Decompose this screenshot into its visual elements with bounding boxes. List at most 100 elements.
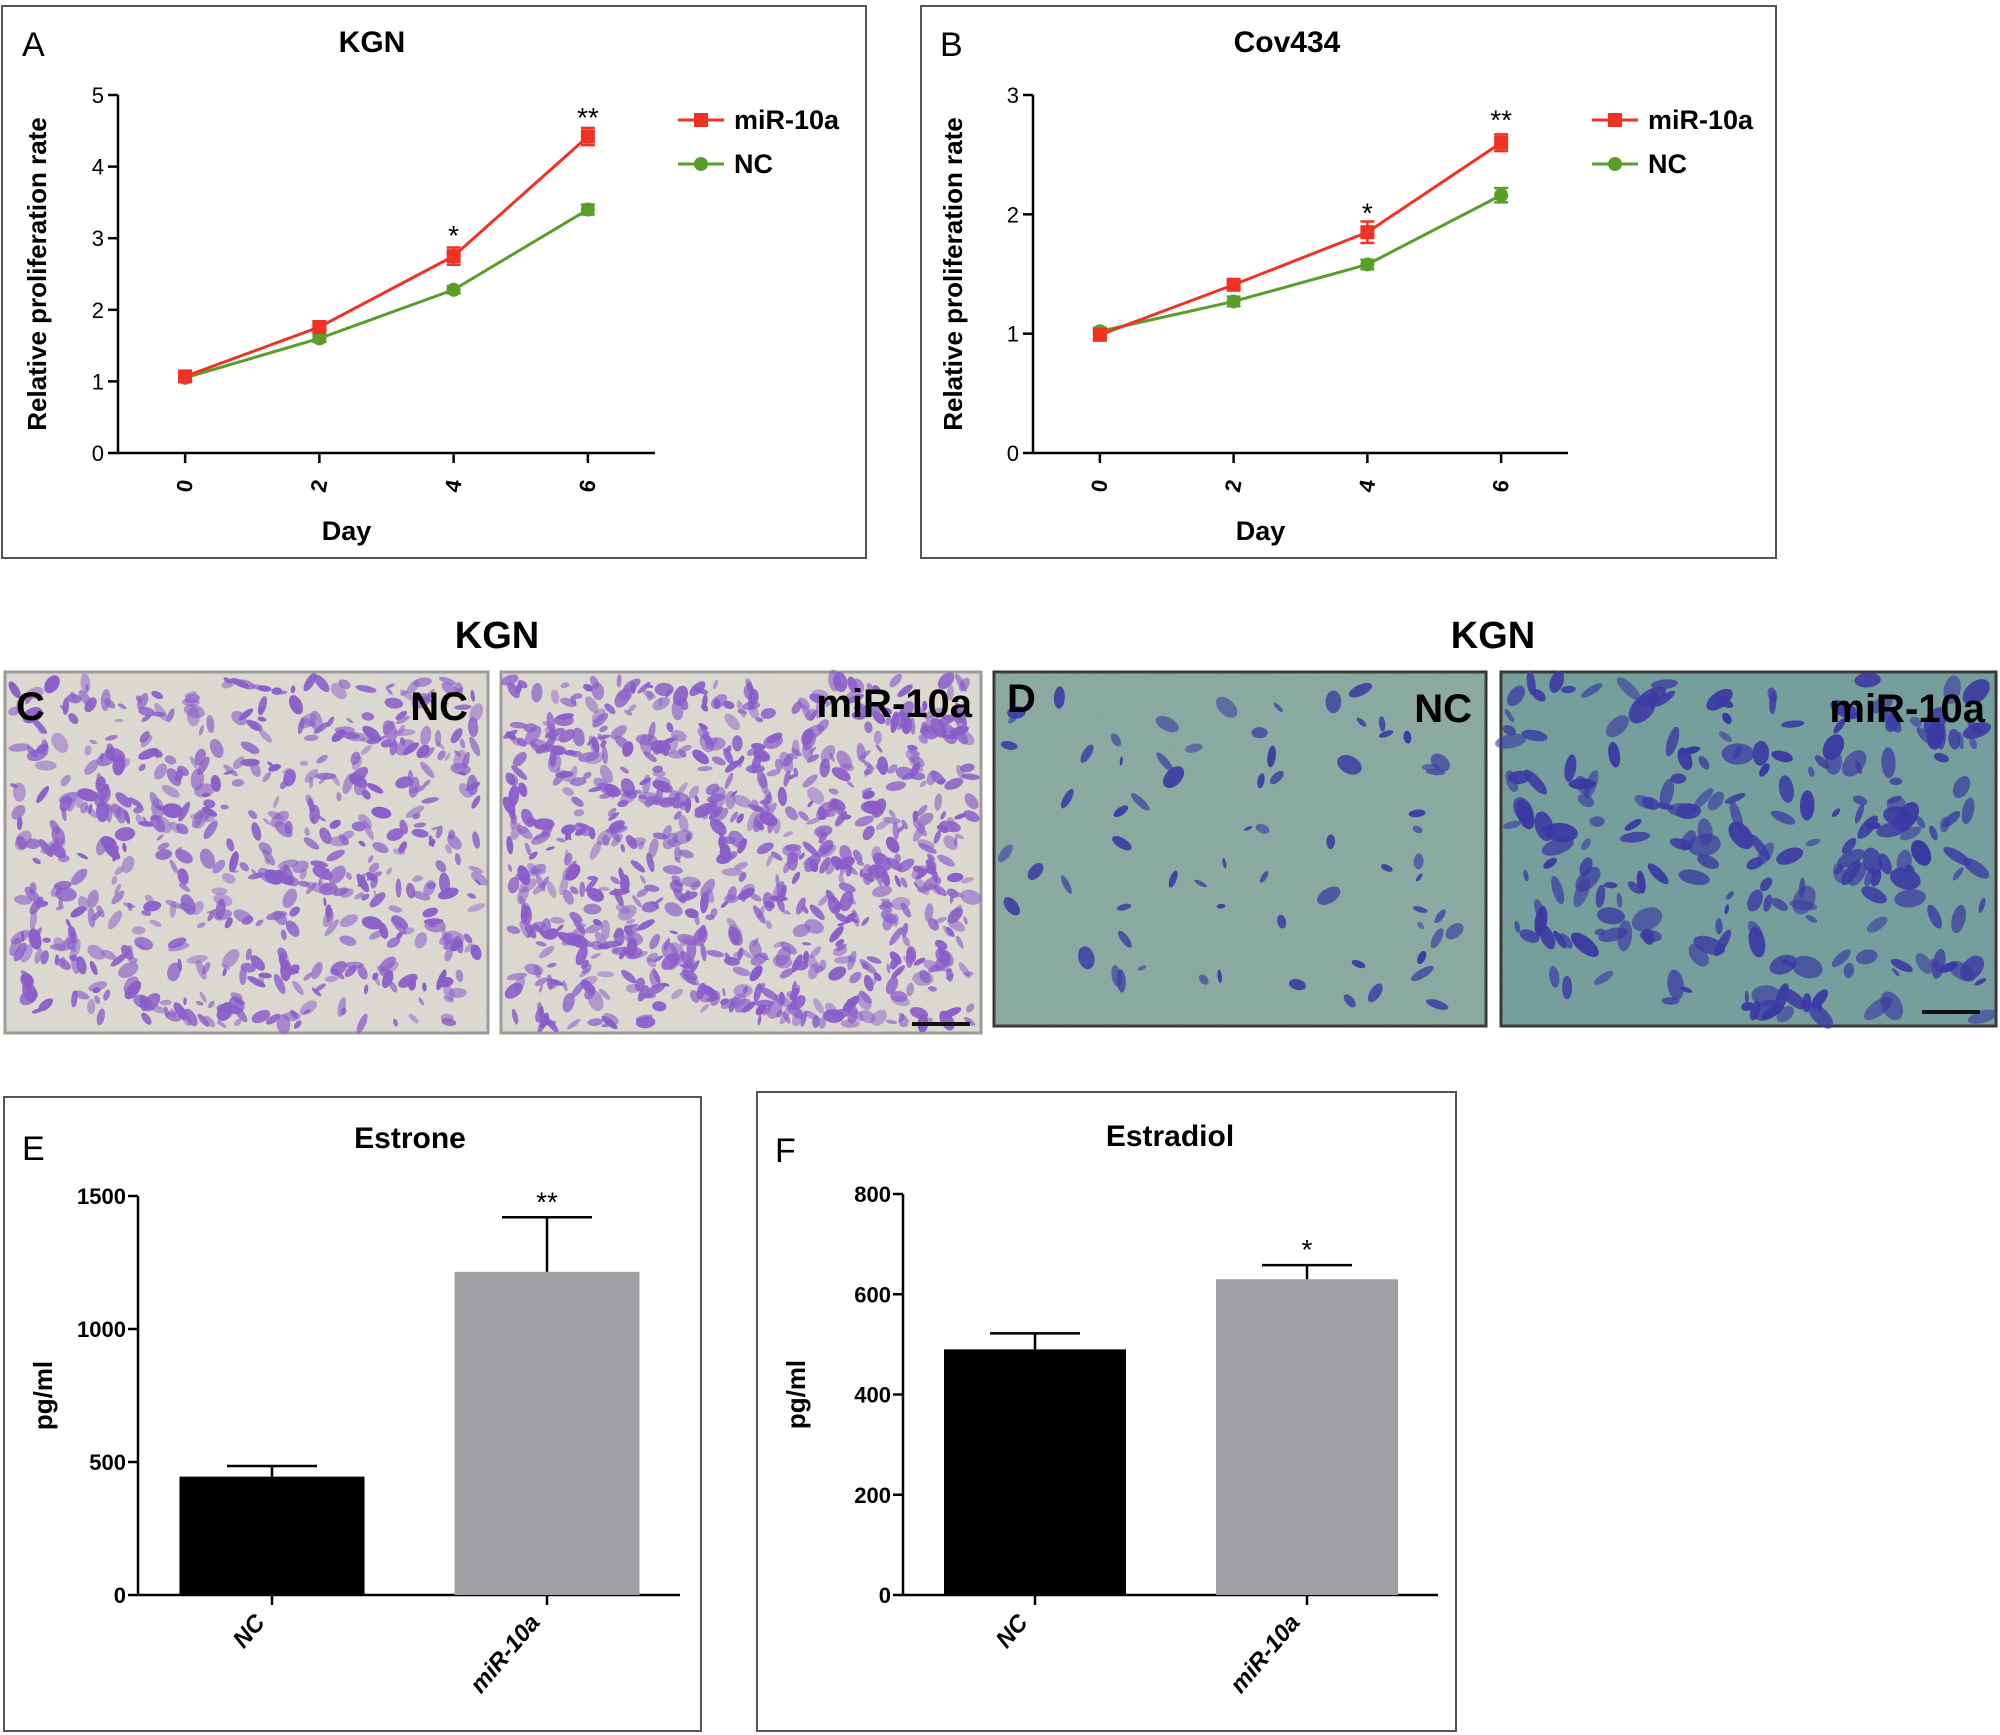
cell (373, 890, 378, 898)
cell (221, 872, 236, 884)
cell (665, 688, 672, 698)
cell (138, 763, 146, 772)
cell (84, 745, 92, 756)
cell (1053, 686, 1065, 709)
cell (1617, 920, 1633, 952)
cell (583, 903, 602, 915)
cell (284, 820, 293, 835)
cell (208, 1000, 215, 1009)
cell (1337, 754, 1362, 775)
cell (584, 923, 604, 934)
cell (801, 728, 815, 746)
cell (818, 1017, 827, 1029)
data-point (446, 282, 461, 297)
cell (800, 1011, 807, 1027)
cell (454, 704, 472, 710)
cell (1833, 718, 1846, 734)
cell (123, 902, 136, 908)
cell (413, 677, 432, 687)
cell (1830, 700, 1860, 720)
cell (1852, 795, 1868, 806)
cell (604, 703, 616, 715)
cell (463, 933, 473, 944)
cell (34, 900, 49, 908)
cell (1119, 756, 1123, 766)
cell (674, 857, 681, 863)
cell (885, 836, 900, 854)
cell (757, 1014, 762, 1026)
cell (589, 675, 600, 689)
cell (596, 829, 613, 846)
cell (264, 857, 271, 865)
cell (1581, 838, 1591, 851)
cell (564, 852, 573, 866)
cell (539, 984, 543, 993)
cell (51, 732, 69, 753)
cell (828, 669, 841, 692)
cell (316, 754, 328, 764)
cell (545, 846, 555, 851)
cell (345, 872, 352, 880)
cell (11, 804, 26, 820)
cell (1854, 672, 1881, 688)
cell (507, 864, 513, 873)
cell (897, 684, 913, 698)
cell (1647, 863, 1669, 885)
cell (742, 985, 749, 995)
cell (678, 814, 689, 833)
cell (912, 824, 926, 842)
cell (385, 683, 395, 689)
cell (610, 725, 627, 740)
legend-label: NC (1648, 149, 1687, 179)
cell (875, 763, 886, 772)
cell (230, 677, 250, 689)
cell (1267, 745, 1276, 768)
bar-mir-10a (1216, 1279, 1398, 1595)
x-tick-label: 4 (1354, 477, 1381, 494)
cell (634, 977, 646, 992)
y-tick-label: 0 (92, 441, 104, 466)
cell (1593, 971, 1614, 985)
cell (435, 860, 447, 873)
cell (38, 998, 54, 1012)
cell (1960, 955, 1985, 981)
cell (391, 915, 409, 930)
cell (873, 730, 882, 745)
cell (583, 771, 592, 779)
cell (635, 1014, 653, 1022)
cell (1155, 715, 1179, 733)
cell (324, 919, 339, 937)
bar-nc (944, 1349, 1126, 1595)
cell (624, 709, 633, 716)
cell (467, 903, 486, 913)
cell (1411, 965, 1434, 982)
cell (1637, 686, 1667, 706)
y-tick-label: 800 (854, 1182, 891, 1207)
legend-label: NC (734, 149, 773, 179)
cell (1199, 974, 1209, 985)
cell (664, 902, 683, 917)
cell (123, 976, 139, 995)
cell (151, 690, 164, 700)
cell (258, 729, 273, 743)
cell (292, 980, 304, 996)
cell (166, 708, 175, 723)
cell (464, 943, 474, 953)
cell (467, 717, 479, 738)
cell (55, 905, 64, 911)
cell (1110, 733, 1122, 747)
cell (10, 929, 30, 945)
cell (662, 737, 676, 744)
cell (847, 955, 856, 963)
cell (670, 942, 685, 957)
cell (1430, 753, 1450, 772)
cell (326, 849, 345, 862)
y-tick-label: 500 (89, 1450, 126, 1475)
cell (245, 948, 253, 961)
cell (59, 704, 68, 713)
cell (1750, 834, 1771, 861)
cell (468, 865, 484, 874)
cell (817, 719, 829, 732)
series-line-nc (184, 208, 589, 380)
cell (46, 838, 66, 852)
